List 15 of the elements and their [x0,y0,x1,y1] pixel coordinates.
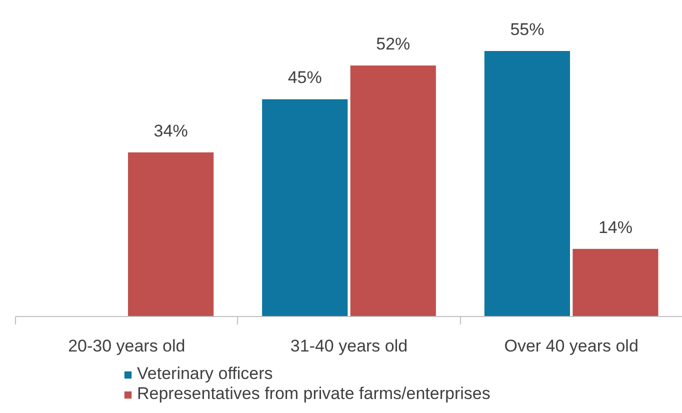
data-label: 34% [154,121,188,140]
bar [262,99,348,316]
bar [484,50,570,316]
x-tick-label: Over 40 years old [504,336,638,356]
legend-label: Veterinary officers [137,364,273,384]
bar [128,152,214,316]
x-tick-label: 20-30 years old [68,336,186,356]
data-label: 45% [288,68,322,88]
legend-label: Representatives from private farms/enterprises [137,384,490,404]
bar [572,248,658,316]
data-label: 55% [510,20,544,39]
data-label: 52% [376,34,410,54]
x-tick-label: 31-40 years old [290,336,408,356]
data-label: 14% [598,218,632,237]
bar [350,65,436,316]
